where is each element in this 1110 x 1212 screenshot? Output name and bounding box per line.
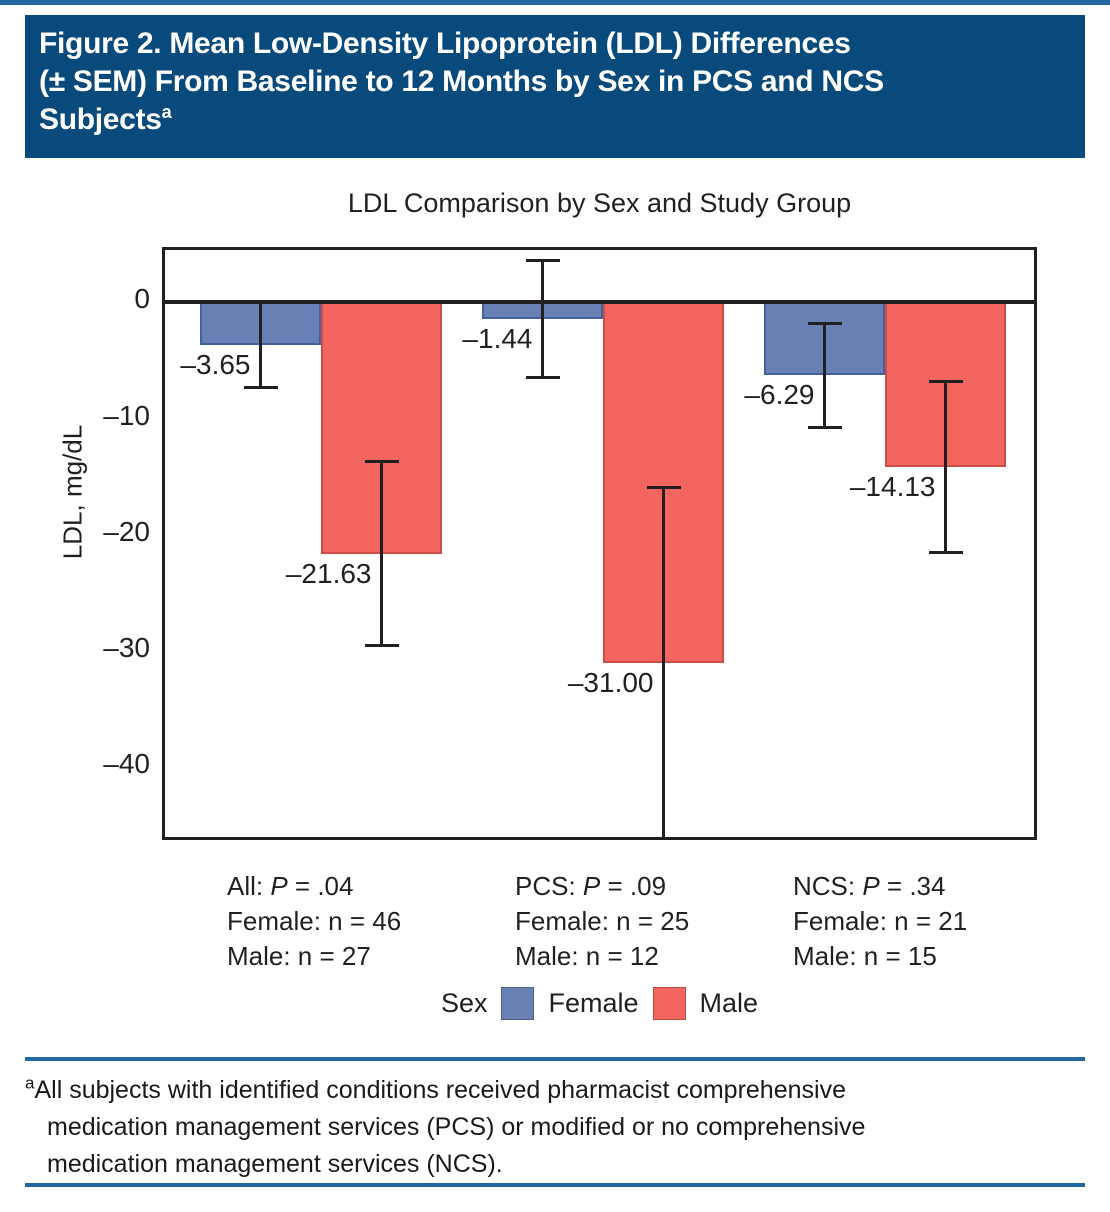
error-bar-female-all xyxy=(259,302,262,388)
error-cap-top-female-pcs xyxy=(525,259,560,263)
footnote-line-text: All subjects with identified conditions … xyxy=(34,1076,846,1104)
error-bar-male-all xyxy=(380,461,383,646)
footnote-marker: a xyxy=(25,1073,35,1093)
value-label-male-ncs: –14.13 xyxy=(849,470,936,502)
legend-title: Sex xyxy=(440,988,488,1018)
error-cap-bottom-female-ncs xyxy=(807,426,842,430)
legend-swatch-female xyxy=(501,987,535,1020)
y-tick-label: –20 xyxy=(103,515,150,547)
legend-swatch-male xyxy=(652,987,686,1020)
y-tick-label: –30 xyxy=(103,632,150,664)
female-n-line: Female: n = 46 xyxy=(227,906,402,936)
error-bar-female-ncs xyxy=(823,323,826,428)
figure-title-line: Subjectsa xyxy=(39,101,1071,139)
female-n-line: Female: n = 21 xyxy=(793,906,968,936)
error-bar-female-pcs xyxy=(541,260,544,378)
error-cap-bottom-male-pcs xyxy=(646,836,681,840)
figure-title-line-text: Subjects xyxy=(39,103,162,136)
figure-header: Figure 2. Mean Low-Density Lipoprotein (… xyxy=(25,15,1085,158)
male-n-line: Male: n = 27 xyxy=(227,941,371,971)
figure-title-line: Figure 2. Mean Low-Density Lipoprotein (… xyxy=(39,27,851,60)
y-tick-label: 0 xyxy=(134,283,150,315)
value-label-male-pcs: –31.00 xyxy=(567,666,654,698)
value-label-female-pcs: –1.44 xyxy=(462,323,533,355)
value-label-female-ncs: –6.29 xyxy=(744,379,815,411)
error-bar-male-pcs xyxy=(662,487,665,839)
error-cap-bottom-male-ncs xyxy=(928,550,963,554)
bottom-rule xyxy=(25,1183,1085,1187)
error-cap-top-female-ncs xyxy=(807,321,842,325)
male-n-line: Male: n = 12 xyxy=(515,941,659,971)
footnote: aAll subjects with identified conditions… xyxy=(25,1072,1035,1183)
stat-block-pcs: PCS: P = .09 Female: n = 25 Male: n = 12 xyxy=(515,869,795,974)
zero-axis-line xyxy=(165,300,1034,305)
chart-legend: Sex Female Male xyxy=(162,987,1037,1020)
footnote-line: medication management services (NCS). xyxy=(47,1150,503,1178)
male-n-line: Male: n = 15 xyxy=(793,941,937,971)
error-bar-male-ncs xyxy=(944,381,947,553)
footnote-line: aAll subjects with identified conditions… xyxy=(25,1072,1035,1109)
y-tick-label: –40 xyxy=(103,748,150,780)
p-value-line: All: P = .04 xyxy=(227,871,354,901)
stat-block-ncs: NCS: P = .34 Female: n = 21 Male: n = 15 xyxy=(793,869,1073,974)
p-value-line: PCS: P = .09 xyxy=(515,871,667,901)
error-cap-top-male-pcs xyxy=(646,485,681,489)
plot-area: –3.65 –1.44 –6.29 –21.63 –31.00 –14.13 xyxy=(162,247,1037,840)
value-label-female-all: –3.65 xyxy=(180,348,251,380)
y-tick-label: –10 xyxy=(103,399,150,431)
value-label-male-all: –21.63 xyxy=(285,557,372,589)
legend-label-female: Female xyxy=(548,988,639,1018)
error-cap-bottom-female-all xyxy=(243,385,278,389)
footnote-line: medication management services (PCS) or … xyxy=(47,1113,866,1141)
error-cap-bottom-female-pcs xyxy=(525,375,560,379)
chart-title: LDL Comparison by Sex and Study Group xyxy=(347,188,852,218)
error-cap-top-male-ncs xyxy=(928,379,963,383)
error-cap-top-male-all xyxy=(364,460,399,464)
top-accent-strip xyxy=(0,0,1110,5)
p-value-line: NCS: P = .34 xyxy=(793,871,946,901)
footnote-marker-superscript: a xyxy=(161,102,172,122)
legend-label-male: Male xyxy=(699,988,759,1018)
error-cap-bottom-male-all xyxy=(364,644,399,648)
stat-block-all: All: P = .04 Female: n = 46 Male: n = 27 xyxy=(227,869,507,974)
figure-title-line: (± SEM) From Baseline to 12 Months by Se… xyxy=(39,65,884,98)
footnote-top-rule xyxy=(25,1057,1085,1061)
female-n-line: Female: n = 25 xyxy=(515,906,690,936)
